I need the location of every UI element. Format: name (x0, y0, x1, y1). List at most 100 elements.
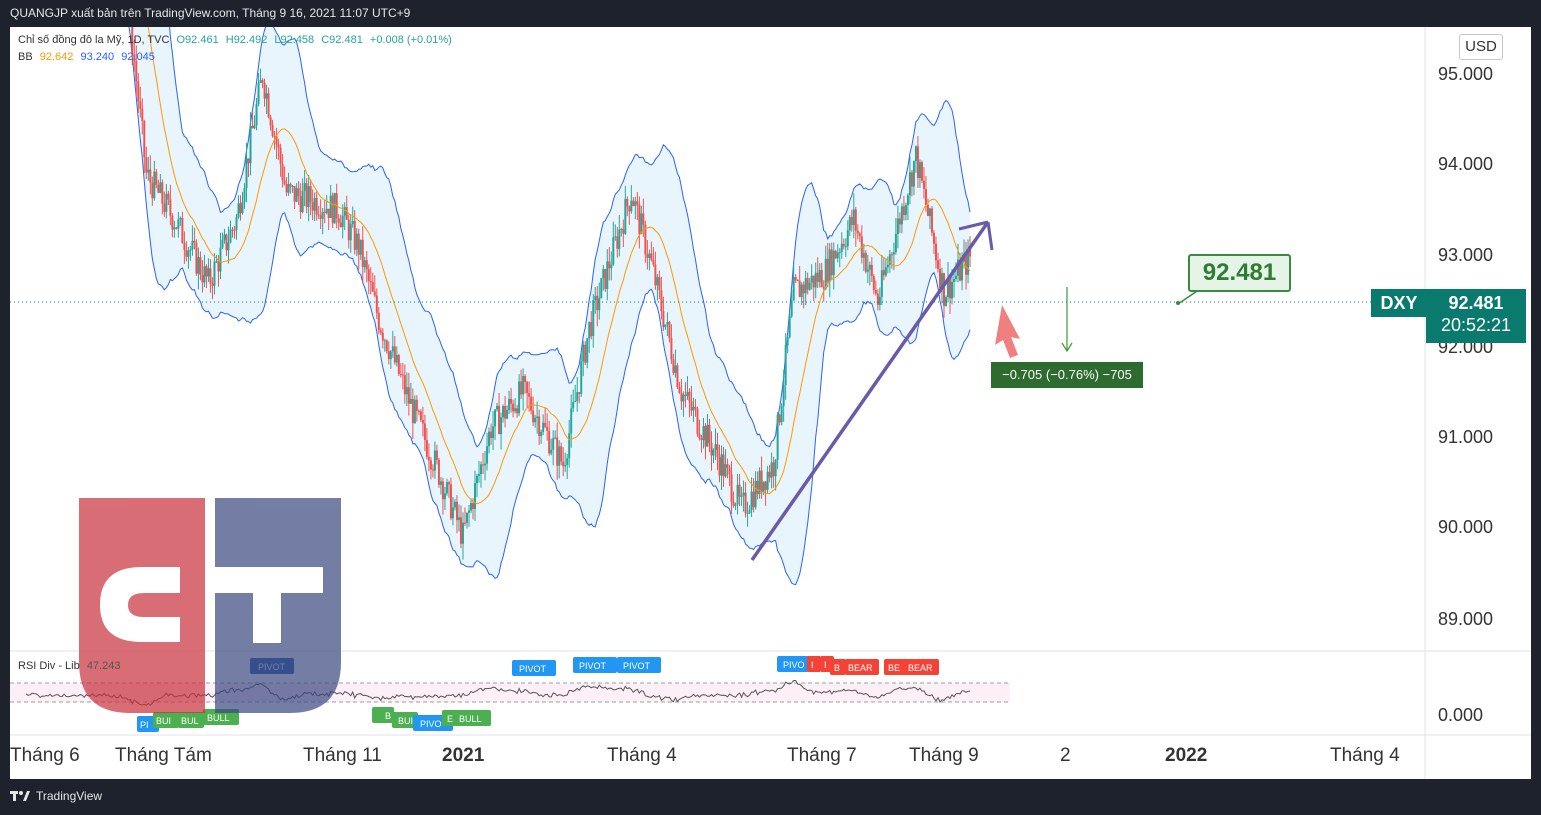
trendline-arrowhead (958, 220, 994, 251)
candle-body (215, 261, 218, 263)
candle-body (387, 351, 390, 360)
candle-body (143, 121, 146, 158)
candle-body (542, 422, 545, 433)
candle-body (492, 426, 495, 439)
candle-body (566, 458, 569, 465)
candle-body (429, 460, 432, 470)
candle-body (778, 414, 781, 423)
candle-body (558, 446, 561, 466)
candle-body (447, 482, 450, 485)
candle-body (253, 125, 256, 129)
candle-body (383, 340, 386, 342)
candle-body (876, 293, 879, 305)
candle-body (896, 218, 899, 235)
candle-body (734, 504, 737, 506)
candle-body (526, 381, 529, 394)
candle-body (245, 158, 248, 189)
candle-body (690, 401, 693, 411)
candle-body (886, 264, 889, 268)
candle-body (818, 270, 821, 282)
candle-body (486, 446, 489, 464)
candle-body (239, 203, 242, 214)
candle-body (814, 272, 817, 288)
candle-body (343, 207, 346, 216)
candle-body (518, 381, 521, 414)
candle-body (616, 236, 619, 249)
candle-body (890, 254, 893, 256)
candle-body (670, 338, 673, 360)
candle-body (235, 217, 238, 231)
candle-body (494, 409, 497, 427)
candle-body (836, 252, 839, 259)
candle-body (419, 411, 422, 421)
candle-body (478, 474, 481, 476)
candle-body (271, 125, 274, 137)
candle-body (461, 522, 464, 544)
candle-body (664, 324, 667, 328)
publisher-line: QUANGJP xuất bản trên TradingView.com, T… (10, 6, 411, 20)
candle-body (427, 456, 430, 461)
candle-body (453, 501, 456, 508)
candle-body (522, 376, 525, 395)
candle-body (295, 188, 298, 202)
candle-body (752, 491, 755, 508)
candle-body (756, 480, 759, 495)
candle-body (175, 227, 178, 229)
candle-body (610, 264, 613, 269)
brand-name: TradingView (36, 789, 103, 803)
candle-body (898, 218, 901, 225)
candle-body (880, 270, 883, 297)
candle-body (722, 454, 725, 477)
svg-text:PIVOT: PIVOT (519, 664, 547, 674)
candle-body (179, 218, 182, 220)
footer-brand[interactable]: TradingView (10, 789, 102, 803)
candle-body (263, 82, 266, 99)
candle-body (796, 280, 799, 282)
candle-body (373, 291, 376, 296)
candle-body (449, 484, 452, 519)
candle-body (141, 108, 144, 122)
candle-body (153, 171, 156, 199)
candle-body (496, 405, 499, 410)
candle-body (848, 217, 851, 231)
candle-body (351, 221, 354, 225)
candle-body (932, 232, 935, 244)
price-callout[interactable]: 92.481 (1188, 254, 1291, 292)
candle-body (806, 278, 809, 290)
candle-body (353, 221, 356, 250)
candle-body (790, 300, 793, 317)
chart-panel[interactable]: PI BUI BUL BULL PIVOT B BUI PIVO E BULL … (10, 27, 1531, 779)
price-chart[interactable]: PI BUI BUL BULL PIVOT B BUI PIVO E BULL … (10, 27, 1531, 779)
candle-body (155, 171, 158, 185)
candle-body (594, 295, 597, 301)
candle-body (339, 222, 342, 228)
candle-body (488, 431, 491, 447)
candle-body (584, 344, 587, 363)
candle-body (908, 172, 911, 196)
candle-body (746, 513, 749, 515)
candle-body (361, 239, 364, 268)
candle-body (490, 431, 493, 439)
svg-text:BULL: BULL (459, 714, 482, 724)
candle-body (467, 510, 470, 513)
change-value: +0.008 (+0.01%) (369, 34, 452, 46)
svg-text:PIVOT: PIVOT (623, 661, 651, 671)
candle-body (437, 459, 440, 485)
candle-body (868, 264, 871, 270)
signal-bull: BUL (178, 712, 204, 728)
y-tick: 93.000 (1438, 245, 1494, 265)
candle-body (163, 203, 166, 212)
candle-body (327, 208, 330, 218)
candle-body (902, 206, 905, 215)
candle-body (780, 406, 783, 423)
candle-body (804, 278, 807, 294)
candle-body (592, 300, 595, 337)
signal-bull: B (372, 707, 394, 723)
x-tick: 2021 (442, 745, 485, 766)
candle-body (586, 338, 589, 363)
currency-button[interactable]: USD (1459, 34, 1503, 60)
signal-bull: BULL (455, 710, 491, 726)
trendline[interactable] (750, 220, 990, 562)
candle-body (628, 206, 631, 212)
candle-body (243, 188, 246, 202)
